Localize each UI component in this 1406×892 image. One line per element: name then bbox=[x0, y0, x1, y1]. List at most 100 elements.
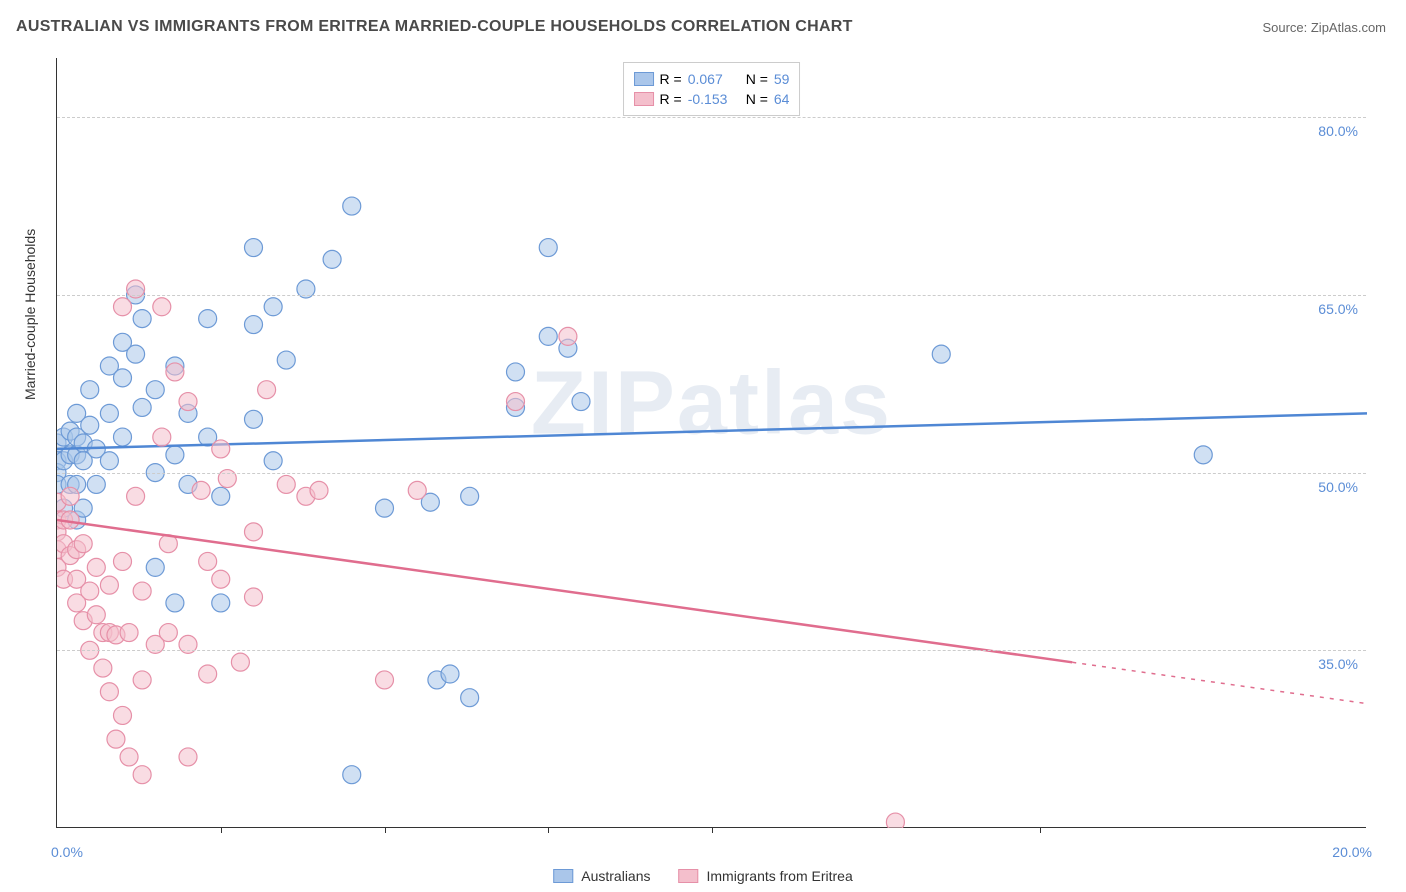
y-axis-label: Married-couple Households bbox=[22, 229, 38, 400]
data-point bbox=[245, 523, 263, 541]
data-point bbox=[539, 239, 557, 257]
data-point bbox=[166, 363, 184, 381]
data-point bbox=[1194, 446, 1212, 464]
grid-line bbox=[57, 295, 1366, 296]
legend-r-value: -0.153 bbox=[688, 91, 740, 107]
data-point bbox=[133, 766, 151, 784]
data-point bbox=[127, 345, 145, 363]
data-point bbox=[932, 345, 950, 363]
data-point bbox=[100, 576, 118, 594]
data-point bbox=[146, 558, 164, 576]
y-tick-label: 50.0% bbox=[1318, 479, 1358, 495]
x-tick-label: 0.0% bbox=[51, 844, 83, 860]
x-tick bbox=[548, 827, 549, 833]
legend-swatch bbox=[679, 869, 699, 883]
data-point bbox=[277, 475, 295, 493]
legend-r-value: 0.067 bbox=[688, 71, 740, 87]
trend-line bbox=[57, 520, 1072, 662]
data-point bbox=[87, 558, 105, 576]
data-point bbox=[179, 748, 197, 766]
data-point bbox=[87, 606, 105, 624]
data-point bbox=[133, 582, 151, 600]
legend-series: Australians Immigrants from Eritrea bbox=[553, 868, 853, 884]
data-point bbox=[74, 535, 92, 553]
data-point bbox=[212, 487, 230, 505]
data-point bbox=[192, 481, 210, 499]
legend-n-label: N = bbox=[746, 71, 768, 87]
legend-label: Australians bbox=[581, 868, 650, 884]
data-point bbox=[133, 398, 151, 416]
data-point bbox=[245, 316, 263, 334]
data-point bbox=[114, 552, 132, 570]
data-point bbox=[199, 310, 217, 328]
legend-n-value: 64 bbox=[774, 91, 790, 107]
data-point bbox=[264, 452, 282, 470]
y-tick-label: 65.0% bbox=[1318, 301, 1358, 317]
data-point bbox=[245, 410, 263, 428]
y-tick-label: 35.0% bbox=[1318, 656, 1358, 672]
data-point bbox=[146, 381, 164, 399]
data-point bbox=[559, 327, 577, 345]
legend-swatch bbox=[634, 92, 654, 106]
x-tick bbox=[385, 827, 386, 833]
data-point bbox=[323, 250, 341, 268]
data-point bbox=[231, 653, 249, 671]
legend-item: Immigrants from Eritrea bbox=[679, 868, 853, 884]
x-tick bbox=[712, 827, 713, 833]
data-point bbox=[133, 671, 151, 689]
data-point bbox=[100, 683, 118, 701]
data-point bbox=[507, 363, 525, 381]
data-point bbox=[100, 404, 118, 422]
data-point bbox=[539, 327, 557, 345]
data-point bbox=[120, 624, 138, 642]
grid-line bbox=[57, 117, 1366, 118]
x-tick bbox=[221, 827, 222, 833]
x-tick-label: 20.0% bbox=[1332, 844, 1372, 860]
y-tick-label: 80.0% bbox=[1318, 123, 1358, 139]
legend-row: R = 0.067 N = 59 bbox=[634, 69, 790, 89]
source-label: Source: ZipAtlas.com bbox=[1262, 20, 1386, 35]
data-point bbox=[87, 475, 105, 493]
legend-r-label: R = bbox=[660, 71, 682, 87]
data-point bbox=[886, 813, 904, 828]
data-point bbox=[120, 748, 138, 766]
data-point bbox=[94, 659, 112, 677]
data-point bbox=[153, 298, 171, 316]
data-point bbox=[258, 381, 276, 399]
data-point bbox=[264, 298, 282, 316]
data-point bbox=[133, 310, 151, 328]
data-point bbox=[114, 369, 132, 387]
scatter-svg bbox=[57, 58, 1367, 828]
legend-swatch bbox=[634, 72, 654, 86]
data-point bbox=[81, 582, 99, 600]
legend-label: Immigrants from Eritrea bbox=[707, 868, 853, 884]
data-point bbox=[507, 393, 525, 411]
legend-n-label: N = bbox=[746, 91, 768, 107]
data-point bbox=[441, 665, 459, 683]
legend-swatch bbox=[553, 869, 573, 883]
data-point bbox=[212, 594, 230, 612]
data-point bbox=[376, 671, 394, 689]
data-point bbox=[127, 487, 145, 505]
data-point bbox=[408, 481, 426, 499]
grid-line bbox=[57, 650, 1366, 651]
grid-line bbox=[57, 473, 1366, 474]
data-point bbox=[114, 706, 132, 724]
data-point bbox=[81, 381, 99, 399]
data-point bbox=[245, 239, 263, 257]
data-point bbox=[212, 570, 230, 588]
chart-title: AUSTRALIAN VS IMMIGRANTS FROM ERITREA MA… bbox=[16, 18, 853, 36]
x-tick bbox=[1040, 827, 1041, 833]
data-point bbox=[343, 766, 361, 784]
data-point bbox=[572, 393, 590, 411]
legend-n-value: 59 bbox=[774, 71, 790, 87]
data-point bbox=[166, 594, 184, 612]
data-point bbox=[153, 428, 171, 446]
data-point bbox=[343, 197, 361, 215]
data-point bbox=[100, 452, 118, 470]
data-point bbox=[245, 588, 263, 606]
legend-correlation: R = 0.067 N = 59 R = -0.153 N = 64 bbox=[623, 62, 801, 116]
data-point bbox=[461, 689, 479, 707]
data-point bbox=[199, 665, 217, 683]
data-point bbox=[114, 428, 132, 446]
